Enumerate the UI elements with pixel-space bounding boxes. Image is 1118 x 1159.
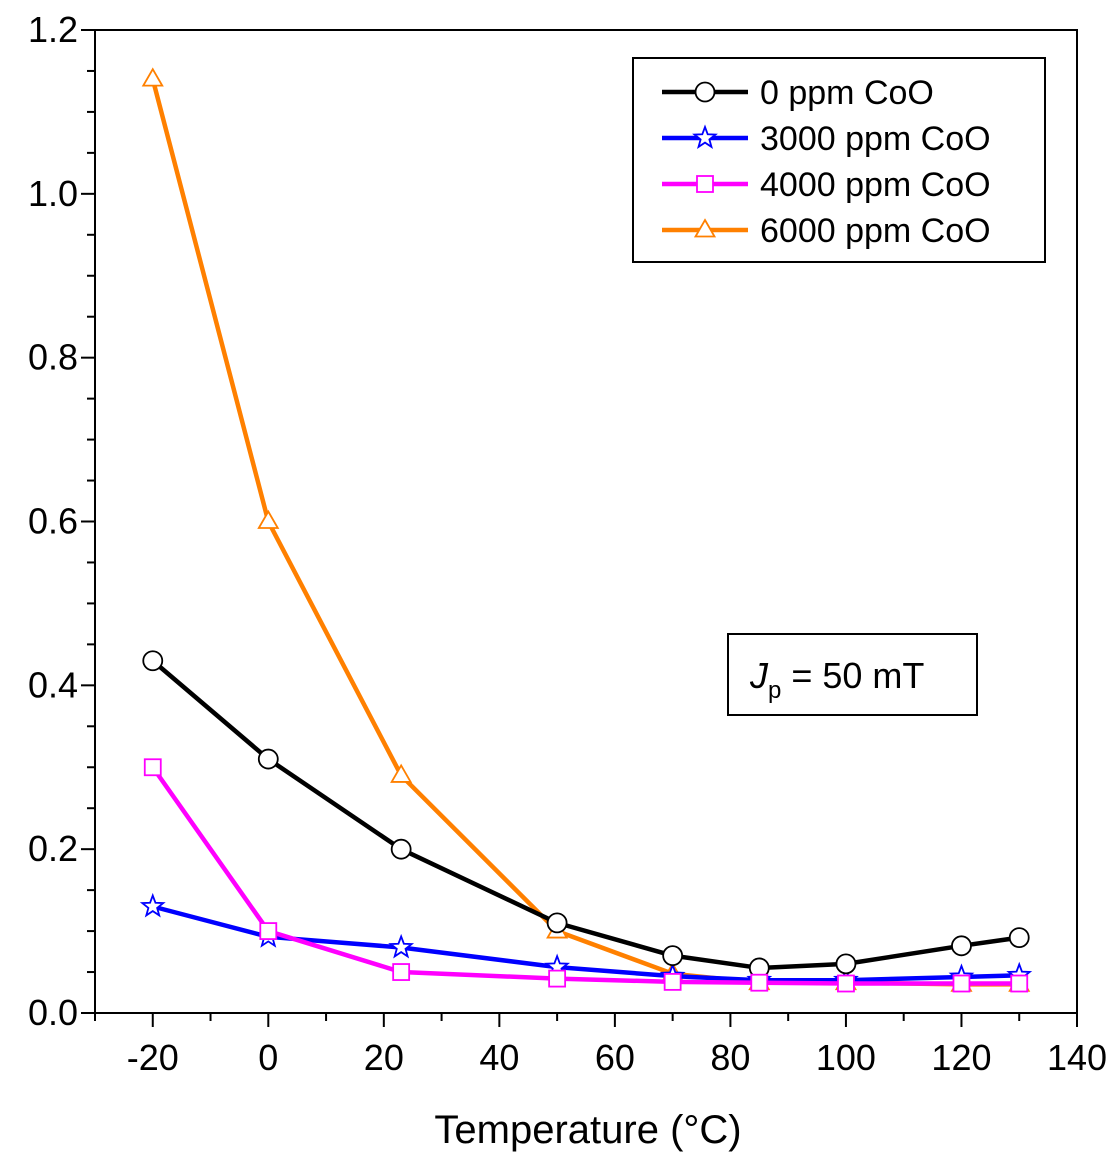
data-point [1008,927,1030,949]
y-tick-label: 0.0 [28,992,78,1033]
data-point [390,838,412,860]
data-point [548,969,567,988]
y-tick-label: 0.2 [28,828,78,869]
data-point [663,972,682,991]
data-point [139,892,166,918]
series-4000-ppm-coo [143,758,1029,993]
annotation-frame [727,633,978,716]
x-tick-label: 140 [1047,1037,1107,1078]
y-tick-labels: 0.0 0.2 0.4 0.6 0.8 1.0 1.2 [28,9,78,1033]
y-tick-label: 0.4 [28,664,78,705]
legend-marker [692,124,718,149]
data-point [546,912,568,934]
data-point [951,935,972,957]
x-tick-label: 60 [595,1037,635,1078]
data-point [1010,974,1029,993]
axis-ticks [81,29,1078,1027]
series-layer [139,67,1033,993]
data-point [143,758,162,777]
x-axis-label: Temperature (°C) [434,1108,741,1152]
data-point [141,67,164,87]
y-tick-label: 0.8 [28,337,78,378]
series-0-ppm-coo [142,650,1030,979]
annotation-box: Jp = 50 mT [727,633,978,716]
data-point [259,922,278,940]
legend-marker [696,175,714,193]
legend-marker [693,218,717,238]
data-point [142,650,164,672]
data-point [257,748,279,770]
legend-marker [694,81,716,103]
x-tick-label: -20 [127,1037,179,1078]
x-tick-label: 80 [710,1037,750,1078]
data-point [837,974,855,993]
legend-label: 0 ppm CoO [760,74,934,112]
y-tick-label: 1.2 [28,9,78,50]
legend-label: 3000 ppm CoO [760,120,991,158]
x-tick-label: 0 [258,1037,278,1078]
data-point [952,974,971,993]
data-point [392,963,411,981]
data-point [750,973,769,992]
data-point [257,509,280,529]
annotation-symbol: J [749,655,769,696]
x-tick-labels: -20 0 20 40 60 80 100 120 140 [127,1037,1107,1078]
annotation-text: Jp = 50 mT [749,655,924,704]
x-tick-label: 100 [816,1037,876,1078]
annotation-subscript: p [768,677,781,704]
legend: 0 ppm CoO 3000 ppm CoO 4000 ppm CoO 6000 pp… [632,57,1046,263]
data-point [390,763,413,783]
x-tick-label: 120 [931,1037,991,1078]
data-point [388,933,415,959]
plot-area [94,29,1078,1014]
y-tick-label: 0.6 [28,501,78,542]
series-line [150,765,1020,986]
data-point [835,953,857,975]
legend-label: 6000 ppm CoO [760,212,991,250]
x-tick-label: 20 [364,1037,404,1078]
annotation-value: = 50 mT [781,655,924,696]
data-point [662,945,684,967]
y-tick-label: 1.0 [28,173,78,214]
legend-label: 4000 ppm CoO [760,166,991,204]
x-tick-label: 40 [479,1037,519,1078]
